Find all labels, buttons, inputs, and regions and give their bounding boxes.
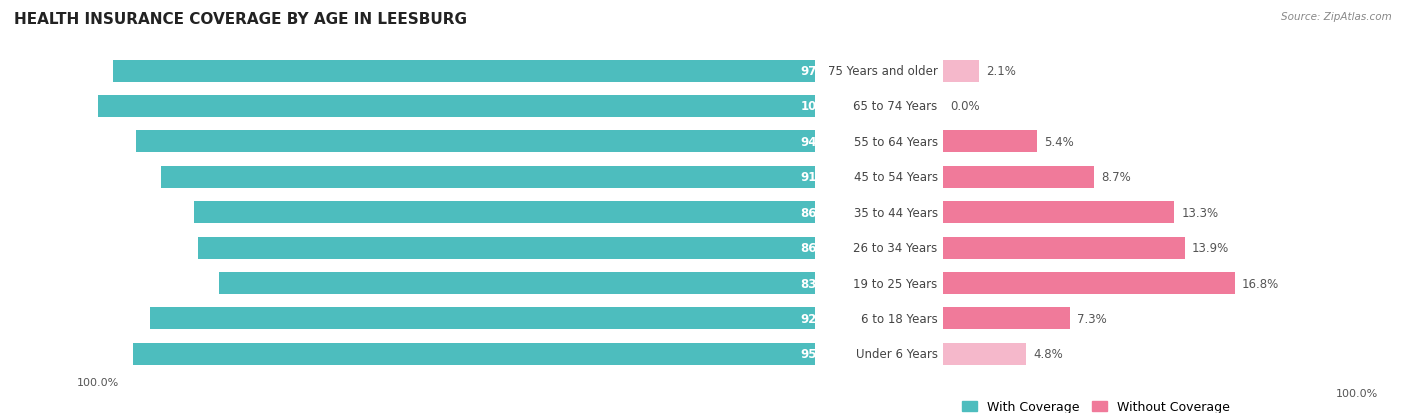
Bar bbox=[815, 89, 1406, 124]
Bar bbox=[943, 237, 1185, 259]
Bar bbox=[815, 195, 1406, 230]
Bar bbox=[815, 54, 1406, 89]
Text: 13.9%: 13.9% bbox=[1192, 242, 1229, 254]
Text: HEALTH INSURANCE COVERAGE BY AGE IN LEESBURG: HEALTH INSURANCE COVERAGE BY AGE IN LEES… bbox=[14, 12, 467, 27]
Text: 6 to 18 Years: 6 to 18 Years bbox=[860, 312, 938, 325]
Bar bbox=[815, 230, 1406, 266]
Text: 5.4%: 5.4% bbox=[1043, 135, 1074, 149]
Bar bbox=[194, 202, 815, 224]
Text: 100.0%: 100.0% bbox=[1336, 388, 1378, 398]
Bar bbox=[943, 166, 1094, 188]
Text: 16.8%: 16.8% bbox=[1241, 277, 1279, 290]
Text: 97.9%: 97.9% bbox=[800, 65, 842, 78]
Bar bbox=[943, 202, 1174, 224]
Text: 13.3%: 13.3% bbox=[1181, 206, 1219, 219]
Text: 4.8%: 4.8% bbox=[1033, 348, 1063, 361]
Text: 75 Years and older: 75 Years and older bbox=[828, 65, 938, 78]
Text: 0.0%: 0.0% bbox=[950, 100, 980, 113]
Bar bbox=[815, 160, 1406, 195]
Text: 45 to 54 Years: 45 to 54 Years bbox=[853, 171, 938, 184]
Bar bbox=[132, 343, 815, 365]
Bar bbox=[943, 343, 1026, 365]
Bar bbox=[943, 60, 980, 82]
Text: Source: ZipAtlas.com: Source: ZipAtlas.com bbox=[1281, 12, 1392, 22]
Text: 7.3%: 7.3% bbox=[1077, 312, 1107, 325]
Text: 83.2%: 83.2% bbox=[800, 277, 841, 290]
Text: 92.8%: 92.8% bbox=[800, 312, 842, 325]
Bar bbox=[0, 301, 943, 336]
Text: 19 to 25 Years: 19 to 25 Years bbox=[853, 277, 938, 290]
Text: 95.2%: 95.2% bbox=[800, 348, 842, 361]
Bar bbox=[0, 195, 943, 230]
Bar bbox=[815, 301, 1406, 336]
Bar bbox=[136, 131, 815, 153]
Bar bbox=[114, 60, 815, 82]
Text: 35 to 44 Years: 35 to 44 Years bbox=[853, 206, 938, 219]
Bar bbox=[0, 54, 943, 89]
Bar bbox=[943, 308, 1070, 330]
Bar bbox=[98, 96, 815, 118]
Text: 55 to 64 Years: 55 to 64 Years bbox=[853, 135, 938, 149]
Text: 91.3%: 91.3% bbox=[800, 171, 841, 184]
Bar bbox=[0, 230, 943, 266]
Text: Under 6 Years: Under 6 Years bbox=[856, 348, 938, 361]
Text: 100.0%: 100.0% bbox=[800, 100, 849, 113]
Bar bbox=[815, 124, 1406, 160]
Bar bbox=[0, 89, 943, 124]
Bar bbox=[943, 273, 1236, 294]
Bar bbox=[0, 336, 943, 372]
Bar bbox=[943, 131, 1036, 153]
Bar bbox=[198, 237, 815, 259]
Bar bbox=[815, 266, 1406, 301]
Bar bbox=[219, 273, 815, 294]
Text: 94.7%: 94.7% bbox=[800, 135, 842, 149]
Legend: With Coverage, Without Coverage: With Coverage, Without Coverage bbox=[963, 400, 1230, 413]
Bar bbox=[0, 160, 943, 195]
Bar bbox=[0, 266, 943, 301]
Bar bbox=[815, 336, 1406, 372]
Text: 86.1%: 86.1% bbox=[800, 242, 842, 254]
Bar bbox=[150, 308, 815, 330]
Text: 2.1%: 2.1% bbox=[987, 65, 1017, 78]
Text: 26 to 34 Years: 26 to 34 Years bbox=[853, 242, 938, 254]
Text: 8.7%: 8.7% bbox=[1101, 171, 1130, 184]
Bar bbox=[0, 124, 943, 160]
Bar bbox=[160, 166, 815, 188]
Text: 65 to 74 Years: 65 to 74 Years bbox=[853, 100, 938, 113]
Text: 86.7%: 86.7% bbox=[800, 206, 842, 219]
